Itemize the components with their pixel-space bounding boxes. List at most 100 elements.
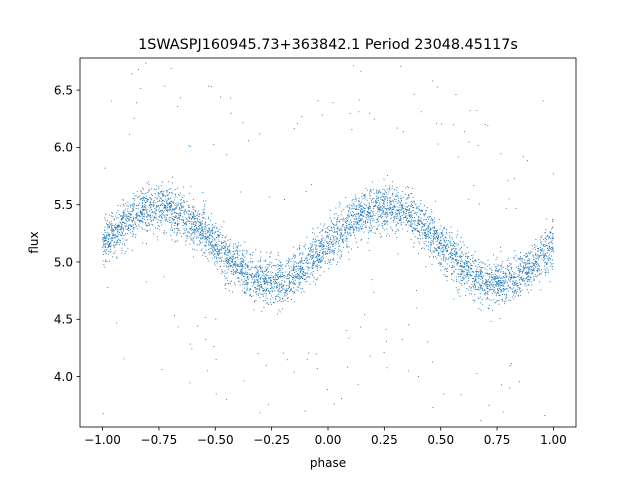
data-point [385, 216, 387, 218]
data-point [495, 266, 497, 268]
data-point [419, 203, 422, 205]
data-point [116, 212, 118, 214]
data-point [150, 193, 153, 195]
data-point [430, 237, 432, 239]
data-point [126, 217, 129, 220]
data-point [470, 268, 472, 270]
data-point [209, 231, 211, 233]
data-point [507, 270, 510, 272]
data-point [321, 239, 323, 242]
data-point [214, 249, 216, 251]
data-point [200, 220, 202, 222]
data-point [196, 219, 198, 221]
data-point [323, 244, 325, 246]
data-point [410, 239, 412, 241]
data-point [258, 277, 260, 279]
data-point [354, 214, 356, 216]
data-point [381, 193, 383, 195]
data-point [544, 268, 546, 270]
data-point [323, 225, 325, 227]
data-point [293, 266, 295, 268]
data-point [146, 200, 148, 202]
data-point [192, 237, 194, 240]
data-point [384, 196, 386, 198]
data-point [490, 274, 492, 276]
data-point [157, 239, 159, 241]
data-point [356, 221, 358, 223]
data-point [370, 215, 372, 217]
data-point [233, 273, 235, 275]
data-point [241, 260, 243, 262]
data-point [257, 294, 259, 296]
data-point [205, 233, 207, 235]
data-point [110, 229, 112, 231]
data-point [291, 269, 293, 271]
data-point [107, 247, 109, 249]
data-point [320, 242, 322, 244]
data-point [314, 241, 316, 243]
data-point [386, 213, 388, 215]
data-point [455, 248, 457, 250]
data-point [131, 210, 134, 212]
data-point [499, 264, 501, 266]
data-point [514, 284, 516, 286]
data-point [373, 205, 375, 207]
data-point [328, 248, 330, 250]
data-point [163, 191, 165, 193]
data-point [475, 275, 477, 277]
data-point [505, 300, 507, 302]
data-point [330, 226, 332, 228]
data-point [497, 279, 499, 281]
data-point [440, 262, 442, 264]
data-point [251, 254, 253, 256]
data-point [471, 274, 473, 276]
data-point [542, 257, 544, 259]
data-point [229, 263, 231, 265]
data-point [218, 228, 220, 231]
data-point [266, 293, 268, 295]
data-point [138, 202, 140, 204]
data-point [391, 211, 393, 213]
data-point [398, 211, 400, 213]
data-point [336, 228, 338, 230]
data-point [347, 215, 350, 217]
data-point [376, 195, 378, 197]
data-point [363, 207, 365, 209]
data-point [495, 295, 497, 297]
data-point [311, 257, 313, 260]
data-point [174, 228, 176, 230]
data-point [250, 260, 252, 262]
data-point [135, 102, 138, 104]
data-point [399, 203, 401, 205]
data-point [262, 295, 264, 297]
data-point [445, 256, 447, 259]
data-point [422, 238, 424, 240]
data-point [247, 266, 249, 268]
data-point [160, 215, 162, 217]
data-point [237, 277, 239, 279]
data-point [360, 70, 362, 72]
data-point [273, 282, 275, 284]
data-point [373, 197, 375, 200]
data-point [153, 204, 155, 207]
data-point [141, 204, 143, 206]
data-point [302, 274, 305, 276]
data-point [129, 213, 131, 215]
data-point [171, 239, 173, 241]
data-point [451, 267, 454, 269]
data-point [230, 270, 232, 272]
data-point [378, 210, 380, 212]
data-point [391, 206, 393, 208]
data-point [297, 277, 299, 279]
data-point [122, 230, 124, 232]
data-point [453, 250, 456, 252]
data-point [335, 221, 337, 223]
data-point [170, 221, 172, 223]
data-point [366, 211, 368, 213]
data-point [174, 199, 176, 201]
data-point [286, 277, 288, 279]
data-point [399, 215, 401, 217]
data-point [360, 211, 362, 213]
data-point [479, 275, 481, 277]
data-point [396, 217, 398, 219]
